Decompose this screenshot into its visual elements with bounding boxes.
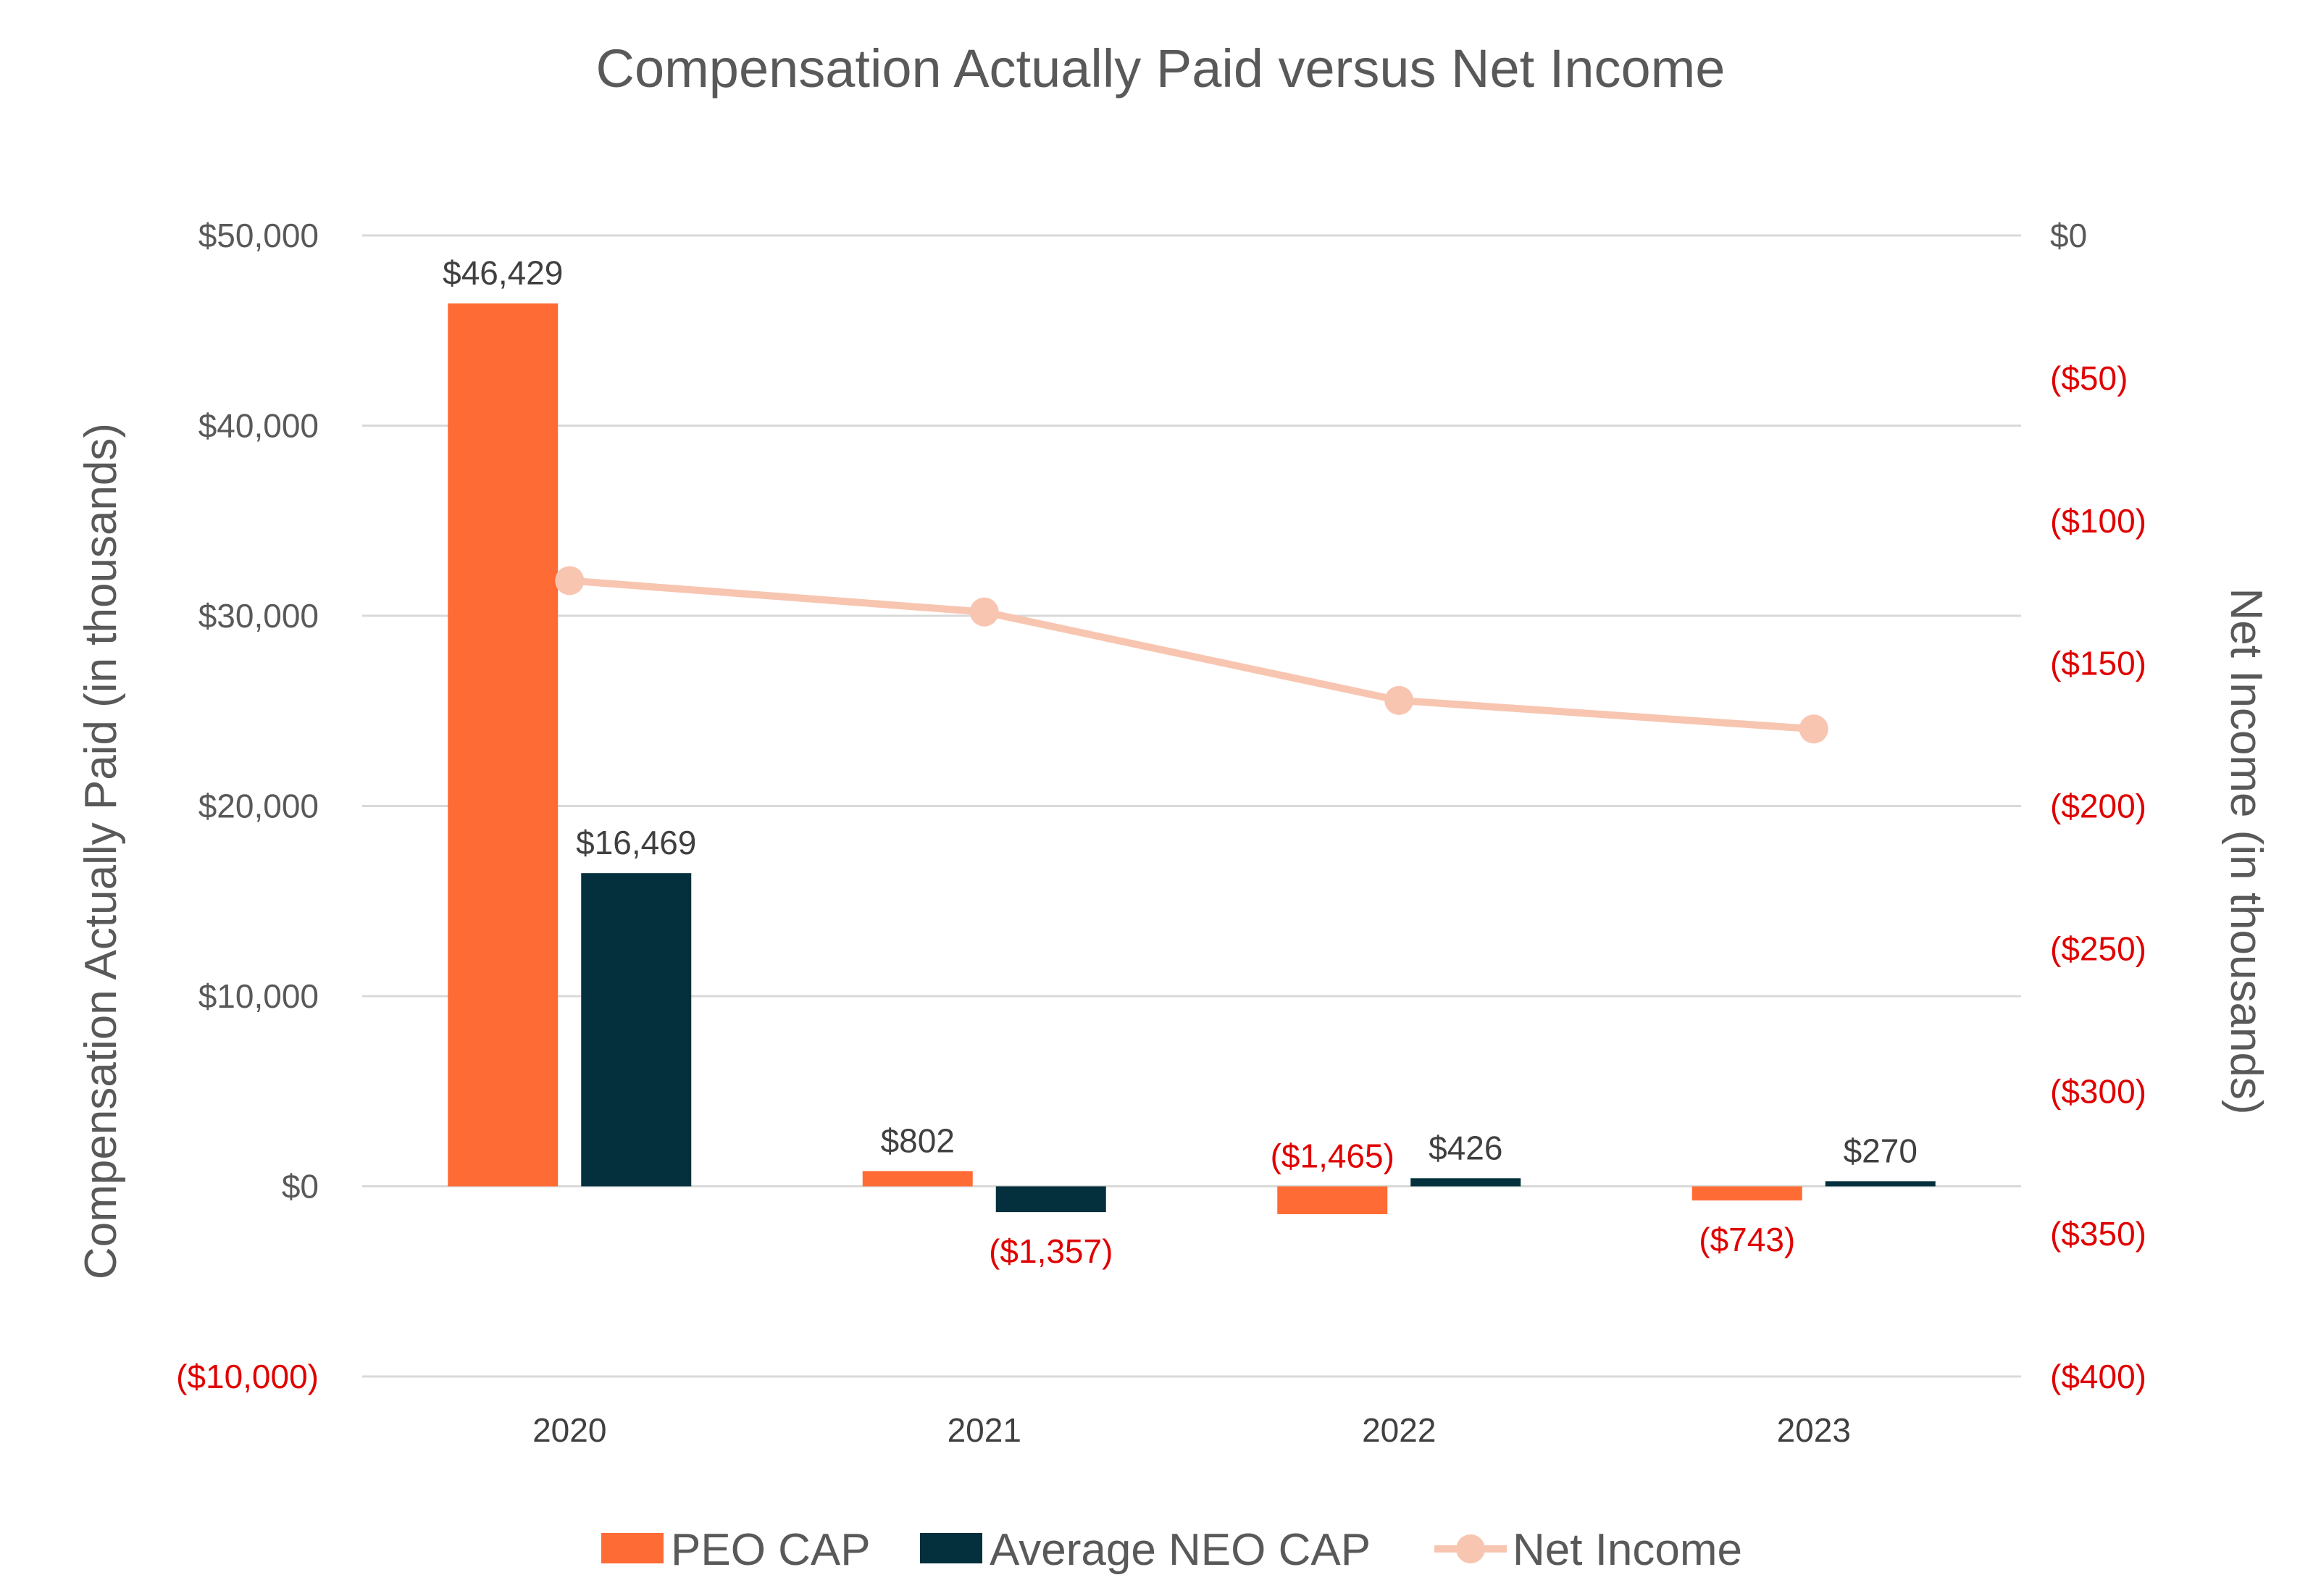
chart-title: Compensation Actually Paid versus Net In…: [596, 38, 1726, 99]
left-tick-label-4: $10,000: [198, 977, 319, 1015]
right-tick-label-7: ($350): [2050, 1215, 2146, 1253]
legend-swatch-peo-cap: [601, 1533, 664, 1563]
data-label-average-neo-cap-2020: $16,469: [576, 824, 696, 861]
data-label-peo-cap-2021: $802: [881, 1121, 955, 1159]
bars: [448, 303, 1936, 1214]
right-tick-label-4: ($200): [2050, 787, 2146, 825]
left-tick-label-1: $40,000: [198, 407, 319, 445]
legend-swatch-marker-net-income: [1456, 1534, 1485, 1563]
left-tick-label-3: $20,000: [198, 787, 319, 825]
bar-average-neo-cap-2023: [1825, 1181, 1936, 1187]
data-labels: $46,429 $802 ($1,465) ($743) $16,469 ($1,357)…: [443, 254, 1918, 1270]
right-tick-label-3: ($150): [2050, 645, 2146, 682]
bar-average-neo-cap-2022: [1410, 1178, 1521, 1187]
net-income-point-2023: [1799, 714, 1828, 744]
legend-swatch-average-neo-cap: [920, 1533, 982, 1563]
x-tick-label-2022: 2022: [1362, 1411, 1436, 1449]
right-axis-ticks: $0 ($50) ($100) ($150) ($200) ($250) ($300) ($3…: [2050, 217, 2146, 1395]
right-axis-title: Net Income (in thousands): [2221, 588, 2271, 1114]
gridlines: [362, 234, 2021, 1378]
data-label-peo-cap-2020: $46,429: [443, 254, 563, 292]
data-label-average-neo-cap-2022: $426: [1429, 1129, 1502, 1166]
net-income-point-2020: [555, 566, 585, 596]
net-income-point-2021: [969, 597, 999, 627]
bar-peo-cap-2023: [1691, 1186, 1802, 1201]
legend-label-peo-cap: PEO CAP: [671, 1525, 871, 1575]
legend-label-average-neo-cap: Average NEO CAP: [990, 1525, 1371, 1575]
legend-label-net-income: Net Income: [1513, 1525, 1742, 1575]
net-income-line-path: [566, 577, 1818, 733]
bar-average-neo-cap-2021: [995, 1186, 1106, 1213]
x-tick-label-2020: 2020: [532, 1411, 606, 1449]
right-tick-label-2: ($100): [2050, 502, 2146, 540]
left-tick-label-5: $0: [282, 1168, 319, 1206]
bar-peo-cap-2020: [448, 303, 559, 1187]
right-tick-label-1: ($50): [2050, 359, 2128, 397]
data-label-peo-cap-2022: ($1,465): [1271, 1137, 1394, 1175]
data-label-peo-cap-2023: ($743): [1699, 1221, 1795, 1258]
right-tick-label-5: ($250): [2050, 929, 2146, 967]
x-tick-label-2023: 2023: [1777, 1411, 1851, 1449]
bar-peo-cap-2021: [862, 1171, 973, 1187]
x-tick-label-2021: 2021: [948, 1411, 1021, 1449]
bar-average-neo-cap-2020: [581, 873, 692, 1187]
left-tick-label-2: $30,000: [198, 597, 319, 635]
right-tick-label-6: ($300): [2050, 1072, 2146, 1110]
left-tick-label-0: $50,000: [198, 217, 319, 254]
left-axis-ticks: $50,000 $40,000 $30,000 $20,000 $10,000 $0 ($1…: [176, 217, 319, 1395]
left-axis-title: Compensation Actually Paid (in thousands…: [76, 423, 126, 1279]
right-tick-label-0: $0: [2050, 217, 2087, 254]
net-income-line: [555, 566, 1828, 744]
data-label-average-neo-cap-2021: ($1,357): [989, 1232, 1113, 1270]
data-label-average-neo-cap-2023: $270: [1844, 1132, 1918, 1169]
x-axis-ticks: 2020 2021 2022 2023: [532, 1411, 1851, 1449]
bar-peo-cap-2022: [1277, 1186, 1388, 1214]
net-income-point-2022: [1384, 685, 1414, 715]
left-tick-label-6: ($10,000): [176, 1358, 319, 1395]
legend: PEO CAP Average NEO CAP Net Income: [601, 1525, 1742, 1575]
right-tick-label-8: ($400): [2050, 1358, 2146, 1395]
